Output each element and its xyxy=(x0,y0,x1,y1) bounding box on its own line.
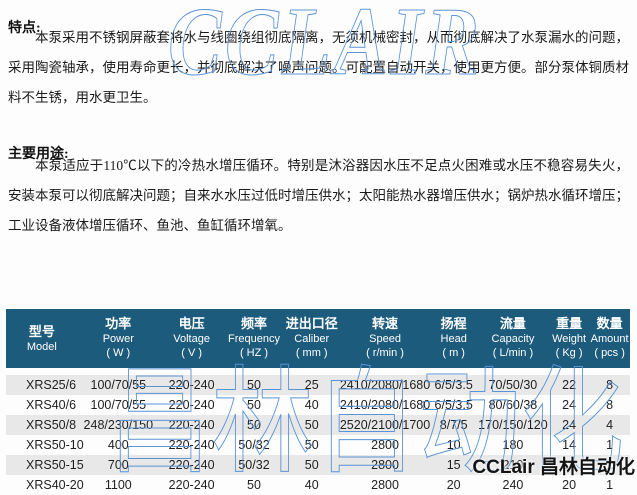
cell-voltage: 220-240 xyxy=(168,458,215,472)
cell-caliber: 40 xyxy=(304,478,319,492)
cell-model: XRS25/6 xyxy=(26,378,77,392)
cell-capacity: 240 xyxy=(502,478,524,492)
spec-row-XRS50-10: XRS50-10 400 220-240 50/32 50 2800 10 180 14 1 xyxy=(6,435,630,455)
cell-weight: 20 xyxy=(562,478,577,492)
cell-speed: 2800 xyxy=(371,478,399,492)
cell-head: 6/5/3.5 xyxy=(434,398,473,412)
spec-row-XRS50/8: XRS50/8 248/230/150 220-240 50 50 2520/2100/1… xyxy=(6,415,630,435)
cell-speed: 2800 xyxy=(371,458,399,472)
cell-capacity: 210 xyxy=(502,458,524,472)
cell-caliber: 50 xyxy=(304,438,319,452)
col-header-voltage: 电压 Voltage( V ) xyxy=(173,316,210,359)
cell-model: XRS40-20 xyxy=(26,478,84,492)
cell-amount: 1 xyxy=(606,458,614,472)
cell-speed: 2410/2080/1680 xyxy=(339,398,431,412)
cell-amount: 1 xyxy=(606,438,614,452)
cell-amount: 4 xyxy=(606,418,614,432)
cell-power: 700 xyxy=(107,458,129,472)
cell-model: XRS40/6 xyxy=(26,398,77,412)
cell-head: 15 xyxy=(446,458,461,472)
cell-amount: 8 xyxy=(606,378,614,392)
cell-frequency: 50 xyxy=(247,378,261,392)
cell-model: XRS50/8 xyxy=(26,418,77,432)
col-header-amount: 数量 Amount( pcs ) xyxy=(590,316,629,359)
spec-row-XRS50-15: XRS50-15 700 220-240 50/32 50 2800 15 210 18 1 xyxy=(6,455,630,475)
spec-row-XRS40-20: XRS40-20 1100 220-240 50 40 2800 20 240 20 1 xyxy=(6,475,630,495)
cell-capacity: 170/150/120 xyxy=(478,418,548,432)
cell-voltage: 220-240 xyxy=(168,418,215,432)
col-header-capacity: 流量 Capacity( L/min ) xyxy=(491,316,535,359)
cell-capacity: 80/60/38 xyxy=(488,398,538,412)
usage-paragraph: 本泵适应于110℃以下的冷热水增压循环。特别是沐浴器因水压不足点火困难或水压不稳… xyxy=(8,158,629,233)
cell-head: 10 xyxy=(446,438,461,452)
cell-head: 20 xyxy=(446,478,461,492)
cell-caliber: 25 xyxy=(304,378,319,392)
spec-table-body: XRS25/6 100/70/55 220-240 50 25 2410/2080/168… xyxy=(6,375,630,495)
usage-heading: 主要用途: xyxy=(8,146,69,162)
cell-power: 100/70/55 xyxy=(90,378,147,392)
cell-power: 100/70/55 xyxy=(90,398,147,412)
cell-frequency: 50/32 xyxy=(238,438,270,452)
cell-voltage: 220-240 xyxy=(168,378,215,392)
cell-frequency: 50 xyxy=(247,478,261,492)
cell-power: 400 xyxy=(107,438,129,452)
spec-row-XRS25/6: XRS25/6 100/70/55 220-240 50 25 2410/2080/168… xyxy=(6,375,630,395)
cell-power: 1100 xyxy=(104,478,132,492)
col-header-power: 功率 Power( W ) xyxy=(102,316,134,359)
cell-voltage: 220-240 xyxy=(168,438,215,452)
cell-caliber: 50 xyxy=(304,418,319,432)
spec-row-XRS40/6: XRS40/6 100/70/55 220-240 50 40 2410/2080/168… xyxy=(6,395,630,415)
cell-power: 248/230/150 xyxy=(83,418,154,432)
cell-head: 8/7/5 xyxy=(439,418,468,432)
cell-frequency: 50 xyxy=(247,398,261,412)
cell-voltage: 220-240 xyxy=(168,398,215,412)
col-header-speed: 转速 Speed( r/min ) xyxy=(366,316,404,359)
cell-caliber: 40 xyxy=(304,398,319,412)
cell-capacity: 180 xyxy=(502,438,524,452)
cell-model: XRS50-15 xyxy=(26,458,84,472)
cell-model: XRS50-10 xyxy=(26,438,84,452)
cell-weight: 14 xyxy=(562,438,577,452)
cell-capacity: 70/50/30 xyxy=(488,378,538,392)
cell-frequency: 50/32 xyxy=(238,458,270,472)
cell-weight: 18 xyxy=(562,458,577,472)
spec-table: 型号 Model 功率 Power( W ) 电压 Voltage( V ) 频率 Frequ… xyxy=(6,309,630,495)
cell-amount: 8 xyxy=(606,398,614,412)
cell-speed: 2800 xyxy=(371,438,399,452)
features-paragraph: 本泵采用不锈钢屏蔽套将水与线圈绕组彻底隔离，无须机械密封，从而彻底解决了水泵漏水… xyxy=(8,30,629,105)
cell-weight: 24 xyxy=(562,418,577,432)
watermark-corner-logo: CCLair 昌林自动化 xyxy=(472,457,635,478)
cell-speed: 2520/2100/1700 xyxy=(339,418,431,432)
col-header-head: 扬程 Head( m ) xyxy=(440,316,467,359)
col-header-frequency: 频率 Frequency( HZ ) xyxy=(228,316,280,359)
cell-head: 6/5/3.5 xyxy=(434,378,473,392)
col-header-weight: 重量 Weight( Kg ) xyxy=(552,316,587,359)
cell-weight: 22 xyxy=(562,378,577,392)
spec-table-header: 型号 Model 功率 Power( W ) 电压 Voltage( V ) 频率 Frequ… xyxy=(6,309,630,368)
cell-weight: 24 xyxy=(562,398,577,412)
col-header-model: 型号 Model xyxy=(26,323,57,353)
cell-caliber: 50 xyxy=(304,458,319,472)
cell-speed: 2410/2080/1680 xyxy=(339,378,431,392)
cell-frequency: 50 xyxy=(247,418,261,432)
features-heading: 特点: xyxy=(8,20,41,36)
cell-amount: 1 xyxy=(606,478,614,492)
cell-voltage: 220-240 xyxy=(168,478,215,492)
col-header-caliber: 进出口径 Caliber( mm ) xyxy=(285,316,338,359)
